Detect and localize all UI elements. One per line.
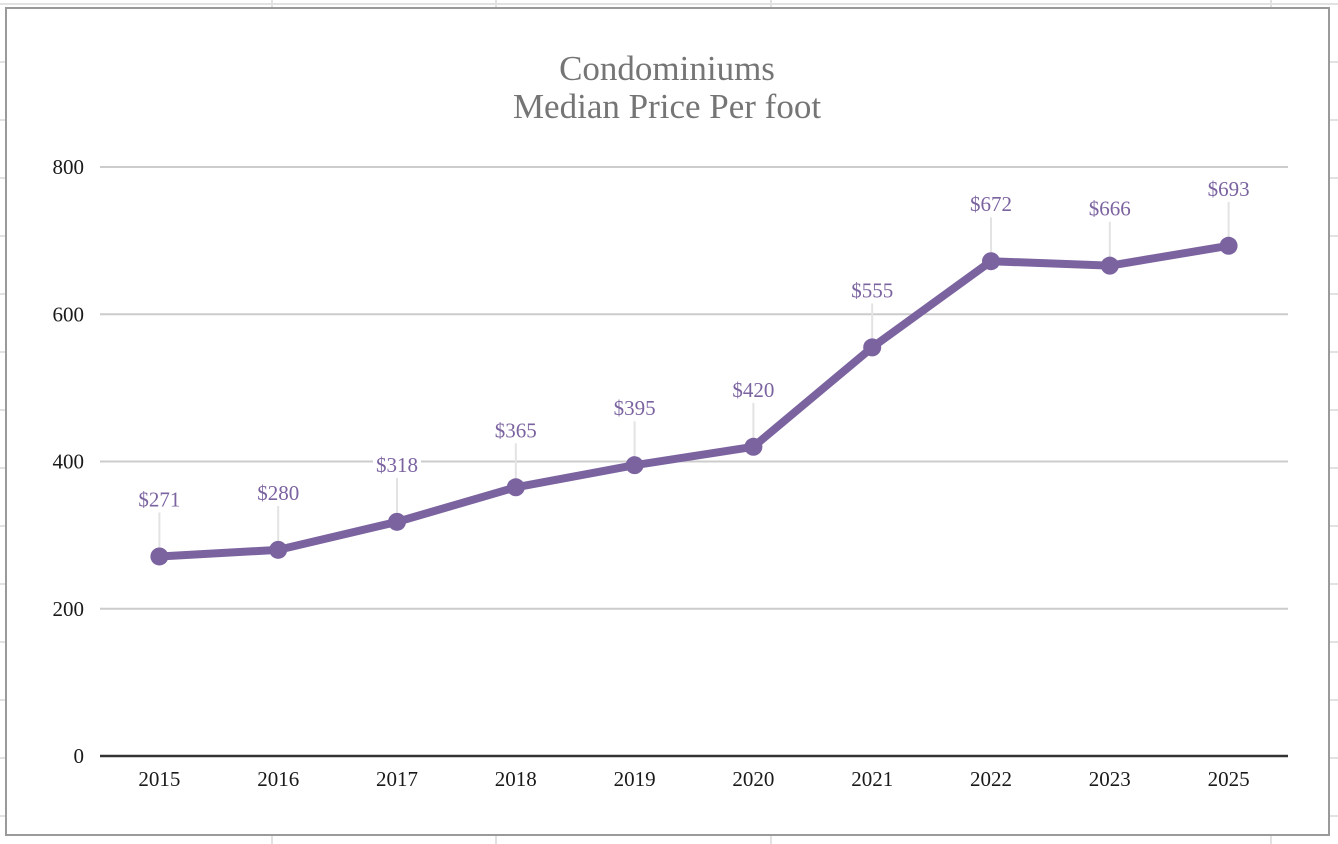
data-label: $420 — [732, 378, 774, 402]
series-line — [155, 241, 1233, 561]
data-label-background — [967, 193, 1015, 218]
data-label: $555 — [851, 278, 893, 302]
data-label-background — [610, 397, 659, 422]
data-label: $672 — [970, 192, 1012, 216]
data-point[interactable] — [506, 478, 525, 497]
data-label: $693 — [1208, 177, 1250, 201]
x-tick-label: 2021 — [851, 767, 893, 791]
data-labels: $271 $280 $318 $365 $395 $420 $555 $672 $666 $693 — [135, 177, 1253, 513]
data-label-leader-lines — [158, 201, 1230, 551]
data-label-background — [135, 488, 184, 513]
data-label-background — [1085, 197, 1134, 222]
data-point[interactable] — [625, 456, 644, 475]
data-point[interactable] — [388, 512, 406, 531]
data-label: $280 — [257, 481, 299, 505]
y-tick-label: 400 — [53, 450, 85, 474]
data-label-background — [373, 453, 421, 478]
y-tick-label: 800 — [53, 155, 85, 179]
data-label: $318 — [376, 453, 418, 477]
data-point[interactable] — [269, 540, 288, 559]
y-tick-label: 200 — [53, 597, 85, 621]
data-label-background — [491, 419, 540, 444]
chart-title-line-1: Condominiums — [559, 49, 775, 88]
x-tick-label: 2022 — [970, 767, 1012, 791]
data-point[interactable] — [982, 252, 1000, 271]
x-tick-label: 2017 — [376, 767, 418, 791]
data-point[interactable] — [150, 547, 169, 566]
series-line-group — [155, 241, 1233, 561]
data-label: $271 — [138, 487, 180, 511]
x-tick-label: 2015 — [138, 767, 180, 791]
x-tick-label: 2016 — [257, 767, 299, 791]
y-axis-tick-labels: 0 200 400 600 800 — [53, 155, 85, 768]
x-tick-label: 2019 — [614, 767, 656, 791]
data-label: $395 — [614, 396, 656, 420]
x-tick-label: 2025 — [1208, 767, 1250, 791]
data-label-background — [729, 378, 778, 403]
chart-title: Condominiums Median Price Per foot — [513, 49, 821, 126]
data-point[interactable] — [744, 437, 763, 456]
data-label: $666 — [1089, 197, 1131, 221]
data-point-markers — [150, 236, 1238, 566]
y-tick-label: 0 — [74, 744, 85, 768]
data-point[interactable] — [1219, 236, 1238, 255]
data-point[interactable] — [1100, 256, 1119, 275]
data-point[interactable] — [863, 338, 882, 357]
x-axis-tick-labels: 2015 2016 2017 2018 2019 2020 2021 2022 2023 2025 — [138, 767, 1249, 791]
x-tick-label: 2023 — [1089, 767, 1131, 791]
x-tick-label: 2020 — [732, 767, 774, 791]
x-tick-label: 2018 — [495, 767, 537, 791]
data-label-background — [254, 481, 303, 506]
gridlines — [100, 166, 1288, 610]
data-label: $365 — [495, 418, 537, 442]
data-label-background — [848, 279, 897, 304]
data-label-background — [1204, 177, 1253, 202]
y-tick-label: 600 — [53, 302, 85, 326]
chart-title-line-2: Median Price Per foot — [513, 87, 821, 126]
chart-container[interactable] — [5, 7, 1330, 836]
